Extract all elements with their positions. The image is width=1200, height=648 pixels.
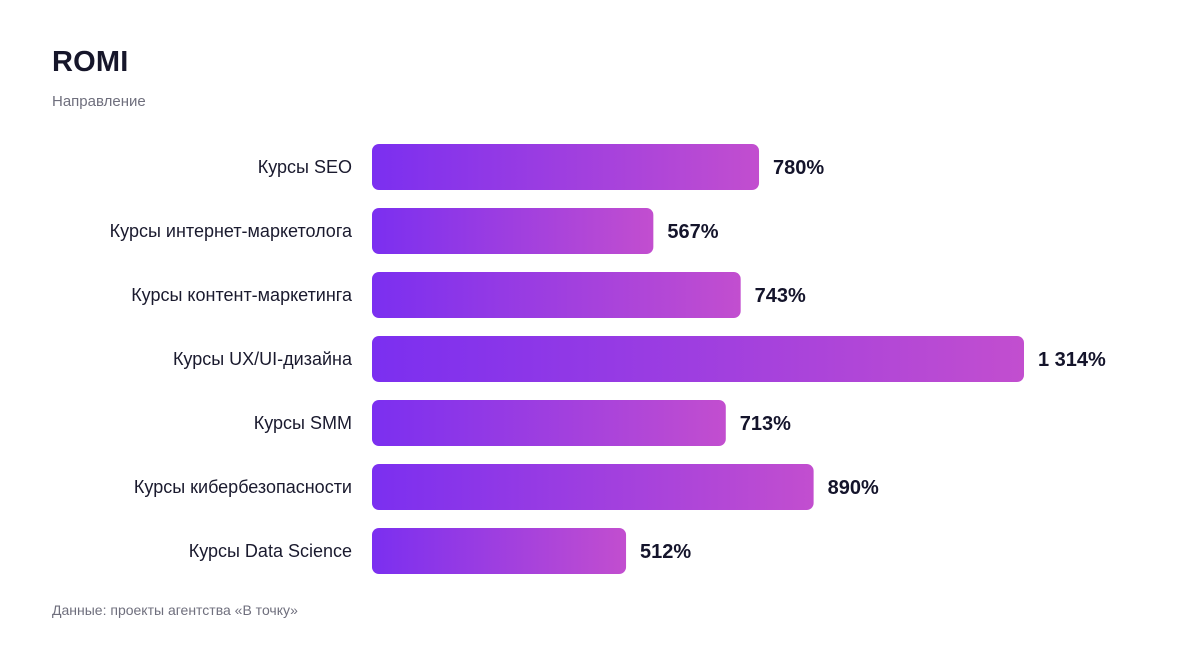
value-label: 890% [828, 477, 879, 499]
value-label: 512% [640, 541, 691, 563]
chart-subtitle: Направление [52, 93, 146, 110]
value-label: 567% [667, 221, 718, 243]
bar [372, 528, 627, 574]
bar [372, 336, 1024, 382]
category-label: Курсы UX/UI-дизайна [173, 349, 353, 369]
category-label: Курсы контент-маркетинга [131, 285, 353, 305]
value-label: 743% [755, 285, 806, 307]
category-label: Курсы SMM [254, 413, 352, 433]
value-label: 1 314% [1038, 349, 1106, 371]
category-label: Курсы интернет-маркетолога [110, 221, 353, 241]
chart-title: ROMI [52, 46, 129, 78]
bar [372, 144, 760, 190]
bar [372, 272, 741, 318]
value-label: 780% [773, 157, 824, 179]
category-label: Курсы кибербезопасности [134, 477, 352, 497]
data-source-note: Данные: проекты агентства «В точку» [52, 602, 298, 618]
bar [372, 208, 654, 254]
bars-group: Курсы SEO 780% Курсы интернет-маркетолога 5… [110, 144, 1106, 574]
bar [372, 400, 726, 446]
category-label: Курсы Data Science [189, 541, 352, 561]
bar [372, 464, 814, 510]
category-label: Курсы SEO [258, 157, 352, 177]
value-label: 713% [740, 413, 791, 435]
